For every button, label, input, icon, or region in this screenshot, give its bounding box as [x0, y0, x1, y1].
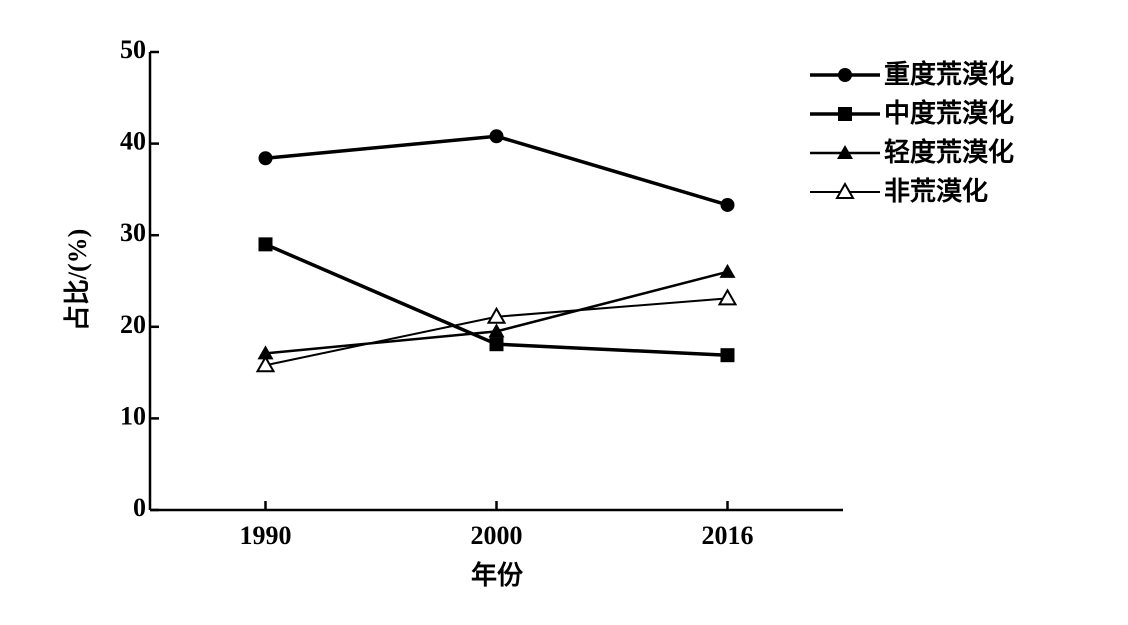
- data-point: [258, 151, 273, 166]
- x-tick-label: 1990: [240, 521, 292, 550]
- legend-marker: [837, 145, 853, 159]
- legend-marker: [838, 107, 852, 121]
- data-point: [255, 355, 276, 373]
- x-tick-label: 2000: [471, 521, 523, 550]
- data-point: [720, 197, 735, 212]
- legend-label: 重度荒漠化: [884, 59, 1014, 89]
- data-point: [489, 129, 504, 144]
- y-axis-label: 占比/(%): [63, 229, 92, 332]
- legend-label: 轻度荒漠化: [884, 137, 1014, 167]
- y-tick-label: 0: [133, 493, 146, 522]
- y-tick-label: 10: [120, 401, 146, 430]
- y-tick-label: 40: [120, 127, 146, 156]
- data-point: [488, 323, 505, 338]
- data-point: [719, 263, 736, 278]
- legend-marker: [835, 181, 855, 199]
- x-tick-label: 2016: [702, 521, 754, 550]
- y-tick-label: 20: [120, 310, 146, 339]
- data-point: [486, 306, 507, 324]
- legend-marker: [838, 68, 852, 82]
- data-point: [489, 337, 504, 352]
- data-point: [720, 348, 735, 363]
- series-line: [265, 134, 728, 207]
- data-point: [258, 237, 273, 252]
- data-point: [257, 345, 274, 360]
- legend-label: 非荒漠化: [884, 177, 988, 206]
- y-tick-label: 50: [120, 35, 146, 64]
- data-point: [717, 288, 738, 306]
- y-tick-label: 30: [120, 218, 146, 247]
- legend-label: 中度荒漠化: [884, 98, 1014, 128]
- x-axis-label: 年份: [471, 560, 523, 590]
